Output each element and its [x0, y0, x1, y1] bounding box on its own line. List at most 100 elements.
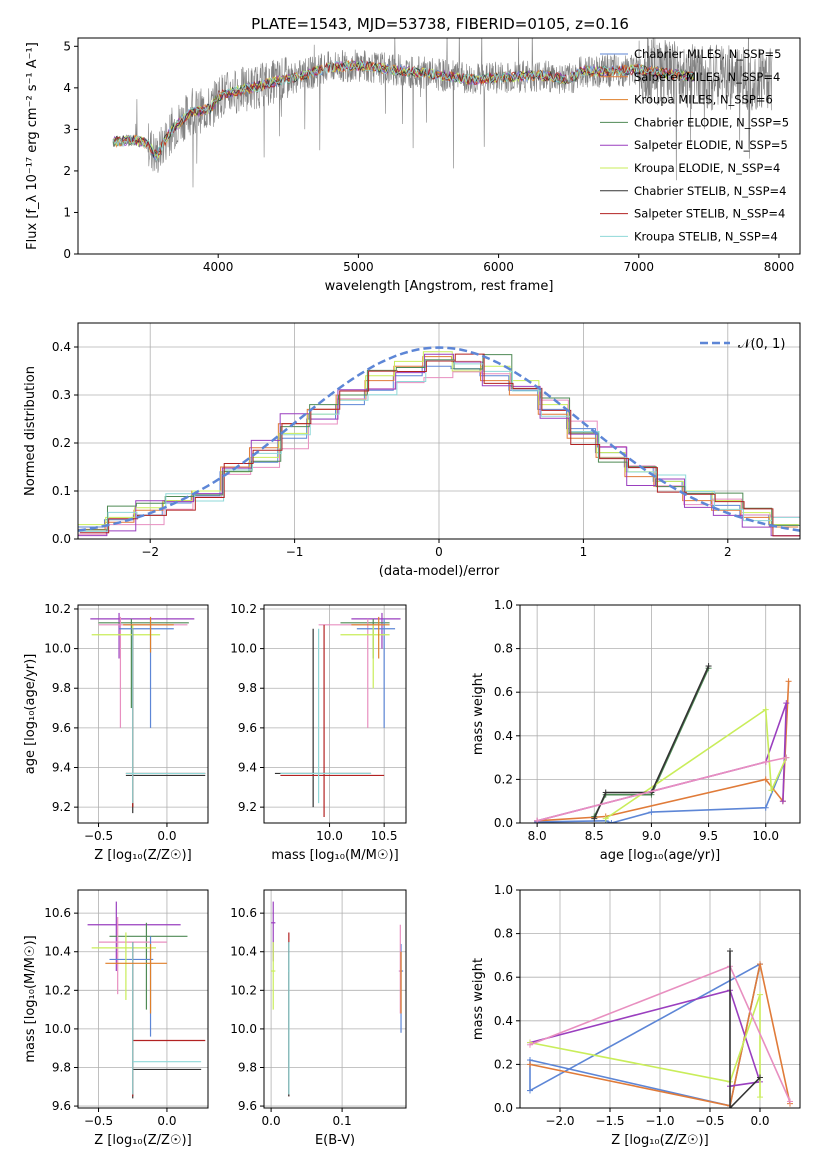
weight-series-line [605, 708, 788, 820]
plot-area [112, 38, 773, 188]
weight-series-line [529, 994, 761, 1098]
x-tick-label: −0.5 [84, 1114, 113, 1128]
x-tick-label: 8.0 [528, 829, 547, 843]
y-tick-label: 0.4 [52, 340, 71, 354]
y-tick-label: 0.4 [494, 1014, 513, 1028]
y-tick-label: 9.4 [238, 761, 257, 775]
y-tick-label: 10.6 [44, 906, 71, 920]
plot-area [527, 948, 793, 1108]
y-tick-label: 0.2 [494, 772, 513, 786]
x-tick-label: −1.5 [595, 1114, 624, 1128]
legend-label: Chabrier ELODIE, N_SSP=5 [634, 115, 789, 129]
axes-frame [77, 889, 209, 1109]
y-tick-label: 9.2 [238, 800, 257, 814]
x-axis-label: Z [log₁₀(Z/Z☉)] [94, 1133, 191, 1148]
plot-area [274, 612, 401, 818]
legend-label: Salpeter STELIB, N_SSP=4 [634, 207, 785, 221]
y-tick-label: 2 [63, 164, 71, 178]
y-tick-label: 10.2 [230, 983, 257, 997]
y-tick-label: 10.0 [44, 642, 71, 656]
y-tick-label: 10.0 [44, 1022, 71, 1036]
y-axis-label: age [log₁₀(age/yr)] [23, 654, 38, 775]
x-axis-label: E(B-V) [315, 1133, 355, 1148]
legend: Chabrier MILES, N_SSP=5 Salpeter MILES, N… [600, 47, 789, 243]
axes-frame [77, 37, 801, 255]
x-tick-label: 2 [724, 545, 732, 559]
x-tick-label: −2.0 [545, 1114, 574, 1128]
x-tick-label: 0.0 [157, 829, 176, 843]
histogram-series [78, 353, 800, 537]
y-tick-label: 9.6 [238, 721, 257, 735]
y-tick-label: 0 [63, 247, 71, 261]
observed-spectrum-line [112, 38, 773, 188]
y-axis-label: Flux [f_λ 10⁻¹⁷ erg cm⁻² s⁻¹ A⁻¹] [25, 42, 40, 250]
y-tick-label: 10.2 [44, 983, 71, 997]
plot-area [534, 663, 792, 823]
x-tick-label: −1 [286, 545, 304, 559]
x-tick-label: 5000 [343, 260, 374, 274]
histogram-series [78, 365, 798, 528]
weight-series-line [529, 962, 762, 1107]
y-tick-label: 9.6 [52, 721, 71, 735]
age-vs-mass-panel: 10.0 10.5 9.2 9.4 9.6 9.8 10.0 10.2 mass [log₁₀(… [230, 602, 407, 863]
weight-series-line [729, 951, 761, 1108]
x-tick-label: 0.0 [262, 1114, 281, 1128]
x-tick-label: −1.0 [645, 1114, 674, 1128]
x-tick-label: 1 [580, 545, 588, 559]
x-tick-label: 0.0 [157, 1114, 176, 1128]
figure-title: PLATE=1543, MJD=53738, FIBERID=0105, z=0… [251, 15, 629, 33]
x-tick-label: 6000 [483, 260, 514, 274]
y-tick-label: 9.8 [238, 681, 257, 695]
histogram-series [79, 353, 800, 537]
weight-series-line [537, 681, 790, 822]
y-tick-label: 0.8 [494, 927, 513, 941]
y-axis-label: mass [log₁₀(M/M☉)] [23, 935, 38, 1062]
plot-area [78, 346, 800, 537]
legend-label: Salpeter ELODIE, N_SSP=5 [634, 138, 788, 152]
y-tick-label: 10.2 [230, 602, 257, 616]
y-tick-label: 9.6 [52, 1099, 71, 1113]
y-tick-label: 9.8 [52, 681, 71, 695]
y-tick-label: 0.1 [52, 484, 71, 498]
normal-curve-line [78, 346, 800, 532]
x-tick-label: 10.5 [371, 829, 398, 843]
mass-vs-metallicity-panel: −0.5 0.0 9.6 9.8 10.0 10.2 10.4 10.6 Z [log₁₀(Z/… [23, 889, 209, 1148]
y-tick-label: 0.0 [494, 1101, 513, 1115]
axes-frame [263, 604, 407, 824]
x-tick-label: 10.0 [752, 829, 779, 843]
x-tick-label: 8.5 [585, 829, 604, 843]
model-spectrum-line [112, 59, 694, 162]
y-tick-label: 10.4 [230, 945, 257, 959]
x-axis-label: age [log₁₀(age/yr)] [600, 848, 721, 863]
y-tick-label: 10.0 [230, 642, 257, 656]
y-tick-label: 0.6 [494, 970, 513, 984]
x-tick-label: 9.5 [699, 829, 718, 843]
y-tick-label: 4 [63, 81, 71, 95]
legend-label: 𝒩(0, 1) [738, 337, 785, 352]
legend-label: Kroupa STELIB, N_SSP=4 [634, 229, 778, 243]
plot-area [87, 901, 206, 1099]
legend-label: Chabrier STELIB, N_SSP=4 [634, 184, 786, 198]
y-tick-label: 0.0 [494, 816, 513, 830]
x-tick-label: 7000 [624, 260, 655, 274]
x-tick-label: 8000 [764, 260, 795, 274]
y-tick-label: 0.2 [494, 1057, 513, 1071]
y-tick-label: 1.0 [494, 598, 513, 612]
y-tick-label: 9.6 [238, 1099, 257, 1113]
y-tick-label: 9.8 [238, 1060, 257, 1074]
x-tick-label: −0.5 [84, 829, 113, 843]
histogram-series [79, 359, 800, 532]
legend-label: Kroupa MILES, N_SSP=6 [634, 93, 773, 107]
legend-label: Salpeter MILES, N_SSP=4 [634, 70, 780, 84]
y-tick-label: 9.8 [52, 1060, 71, 1074]
y-tick-label: 0.0 [52, 532, 71, 546]
x-tick-label: 0.1 [333, 1114, 352, 1128]
y-tick-label: 1 [63, 205, 71, 219]
y-tick-label: 10.4 [44, 945, 71, 959]
axes-frame [519, 604, 801, 824]
x-axis-label: Z [log₁₀(Z/Z☉)] [611, 1133, 708, 1148]
x-axis-label: Z [log₁₀(Z/Z☉)] [94, 848, 191, 863]
y-tick-label: 9.4 [52, 761, 71, 775]
y-tick-label: 0.2 [52, 436, 71, 450]
